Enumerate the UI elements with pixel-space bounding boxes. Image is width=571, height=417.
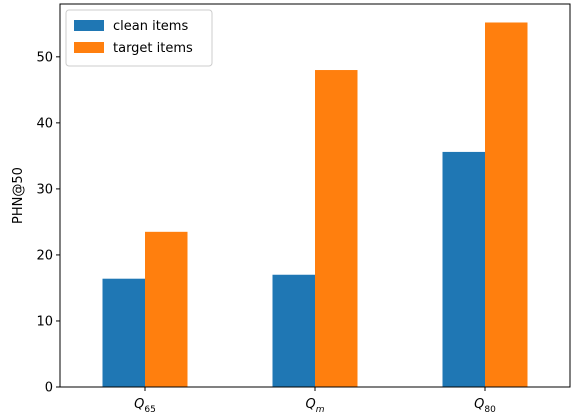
- legend-swatch-0: [74, 20, 104, 31]
- bar-target-items-2: [485, 22, 528, 387]
- y-axis-label: PHN@50: [11, 167, 26, 224]
- bar-clean-items-1: [272, 274, 315, 387]
- y-tick-label: 50: [36, 50, 53, 65]
- bar-clean-items-0: [102, 278, 145, 387]
- y-tick-label: 30: [36, 182, 53, 197]
- y-tick-label: 0: [45, 381, 53, 396]
- bar-target-items-0: [145, 231, 188, 387]
- y-axis: 0 10 20 30 40 50: [36, 50, 60, 396]
- x-tick-label-2: Q80: [474, 397, 496, 415]
- legend-label-0: clean items: [113, 19, 188, 34]
- plot-frame: [59, 3, 571, 388]
- y-tick-label: 10: [36, 314, 53, 329]
- x-tick-label-0: Q65: [134, 397, 156, 415]
- legend: clean items target items: [65, 9, 213, 67]
- bars-layer: [102, 22, 528, 387]
- y-tick-label: 40: [36, 116, 53, 131]
- legend-label-1: target items: [113, 41, 193, 56]
- y-tick-label: 20: [36, 248, 53, 263]
- legend-swatch-1: [74, 42, 104, 53]
- bar-target-items-1: [315, 70, 358, 387]
- x-axis: Q65 Qm Q80: [134, 387, 496, 415]
- bar-clean-items-2: [442, 151, 485, 387]
- x-tick-label-1: Qm: [305, 397, 324, 415]
